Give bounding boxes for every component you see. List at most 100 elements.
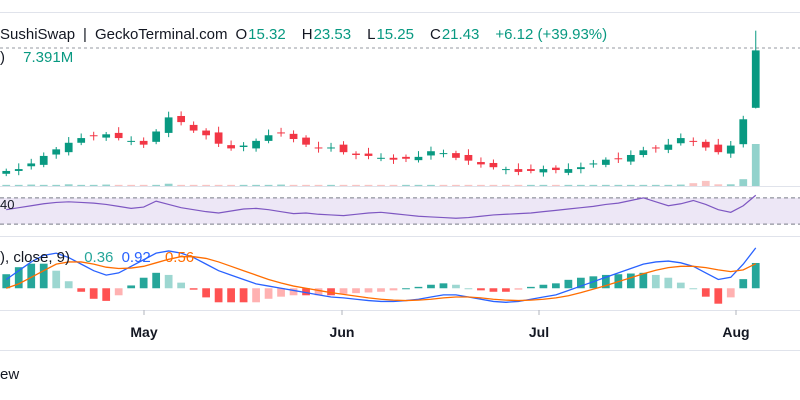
volume-bar bbox=[114, 184, 123, 186]
macd-histogram-bar bbox=[139, 277, 148, 289]
candle-body bbox=[389, 157, 398, 160]
candle-body bbox=[52, 149, 61, 155]
candle-body bbox=[327, 147, 335, 149]
volume-bar bbox=[202, 184, 210, 186]
volume-bar bbox=[639, 184, 648, 186]
candle-body bbox=[427, 151, 435, 156]
rsi-line bbox=[6, 194, 757, 219]
macd-histogram-bar bbox=[452, 284, 460, 289]
volume-bar bbox=[252, 184, 260, 186]
volume-bar bbox=[139, 184, 148, 186]
rsi-legend: 40 bbox=[0, 197, 15, 212]
candle-body bbox=[701, 141, 710, 148]
volume-bar bbox=[39, 184, 48, 186]
macd-histogram-bar bbox=[239, 288, 248, 303]
macd-histogram-bar bbox=[264, 288, 273, 299]
volume-bar bbox=[651, 184, 660, 186]
volume-bar bbox=[339, 184, 348, 186]
volume-bar bbox=[489, 184, 498, 186]
candle-body bbox=[127, 140, 136, 142]
volume-bar bbox=[414, 184, 423, 186]
volume-bar bbox=[402, 184, 410, 186]
candle-body bbox=[277, 132, 285, 134]
candle-body bbox=[102, 134, 111, 138]
volume-bar bbox=[102, 184, 111, 186]
volume-value: 7.391M bbox=[23, 49, 74, 66]
macd-histogram-bar bbox=[252, 288, 260, 303]
separator: | bbox=[83, 25, 87, 43]
price-change: +6.12 (+39.93%) bbox=[495, 25, 608, 43]
candle-body bbox=[714, 144, 723, 153]
volume-bar bbox=[552, 184, 560, 186]
macd-histogram-bar bbox=[327, 288, 335, 296]
candle-body bbox=[164, 117, 173, 133]
volume-bar bbox=[601, 184, 610, 186]
volume-bar bbox=[77, 184, 86, 186]
volume-bar bbox=[27, 184, 36, 186]
macd-line bbox=[5, 247, 757, 303]
macd-histogram-bar bbox=[177, 282, 186, 289]
candle-body bbox=[626, 154, 635, 162]
candle-body bbox=[402, 156, 410, 159]
macd-histogram-bar bbox=[714, 288, 723, 304]
chart-top-bar bbox=[0, 0, 800, 13]
volume-bar bbox=[664, 184, 673, 186]
candle-body bbox=[751, 50, 760, 108]
candle-body bbox=[439, 153, 448, 155]
volume-bar bbox=[227, 184, 235, 186]
macd-histogram-bar bbox=[202, 288, 210, 298]
macd-histogram-bar bbox=[2, 274, 11, 289]
macd-histogram-bar bbox=[27, 263, 36, 289]
macd-histogram-bar bbox=[39, 263, 48, 289]
candle-body bbox=[377, 157, 385, 159]
candle-body bbox=[639, 150, 648, 155]
macd-histogram-bar bbox=[676, 282, 685, 289]
macd-signal-value: 0.56 bbox=[164, 249, 195, 266]
data-source[interactable]: GeckoTerminal.com bbox=[94, 25, 228, 43]
macd-histogram-bar bbox=[477, 288, 485, 291]
candle-body bbox=[314, 147, 323, 149]
macd-histogram-bar bbox=[726, 288, 735, 298]
macd-histogram-bar bbox=[639, 272, 648, 289]
macd-histogram-bar bbox=[214, 288, 223, 303]
macd-histogram-bar bbox=[277, 288, 285, 297]
x-tick-label: Jul bbox=[528, 324, 550, 340]
macd-histogram-bar bbox=[414, 286, 423, 289]
macd-histogram-bar bbox=[364, 288, 373, 293]
volume-bar bbox=[89, 184, 98, 186]
volume-bar bbox=[214, 184, 223, 186]
candle-body bbox=[227, 145, 235, 149]
macd-histogram-bar bbox=[289, 288, 298, 296]
macd-histogram-bar bbox=[576, 277, 585, 289]
candle-body bbox=[689, 140, 698, 142]
volume-bar bbox=[352, 184, 360, 186]
volume-bar bbox=[739, 179, 748, 186]
candle-body bbox=[139, 140, 148, 145]
price-header: SushiSwap | GeckoTerminal.com O15.32 H23… bbox=[0, 24, 615, 44]
candle-body bbox=[152, 131, 161, 142]
volume-bar bbox=[289, 184, 298, 186]
volume-bar bbox=[714, 184, 723, 186]
candle-body bbox=[339, 144, 348, 153]
macd-histogram-bar bbox=[52, 270, 61, 289]
ohlc-close: C21.43 bbox=[430, 25, 480, 43]
macd-histogram-bar bbox=[227, 288, 235, 303]
candle-body bbox=[464, 154, 473, 161]
symbol-name[interactable]: SushiSwap bbox=[0, 25, 76, 43]
macd-histogram-bar bbox=[14, 267, 23, 289]
macd-histogram-bar bbox=[389, 288, 398, 291]
ohlc-open: O15.32 bbox=[235, 25, 286, 43]
candle-body bbox=[189, 124, 198, 131]
candle-body bbox=[252, 140, 260, 149]
volume-bar bbox=[564, 184, 573, 186]
candle-body bbox=[527, 169, 535, 171]
candle-body bbox=[289, 133, 298, 140]
candle-body bbox=[77, 138, 86, 143]
volume-bar bbox=[152, 184, 161, 186]
x-tick-label: Aug bbox=[722, 324, 750, 340]
macd-histogram-bar bbox=[527, 286, 535, 289]
macd-histogram-bar bbox=[77, 288, 86, 292]
macd-histogram-bar bbox=[352, 288, 360, 294]
volume-bar bbox=[2, 184, 11, 186]
